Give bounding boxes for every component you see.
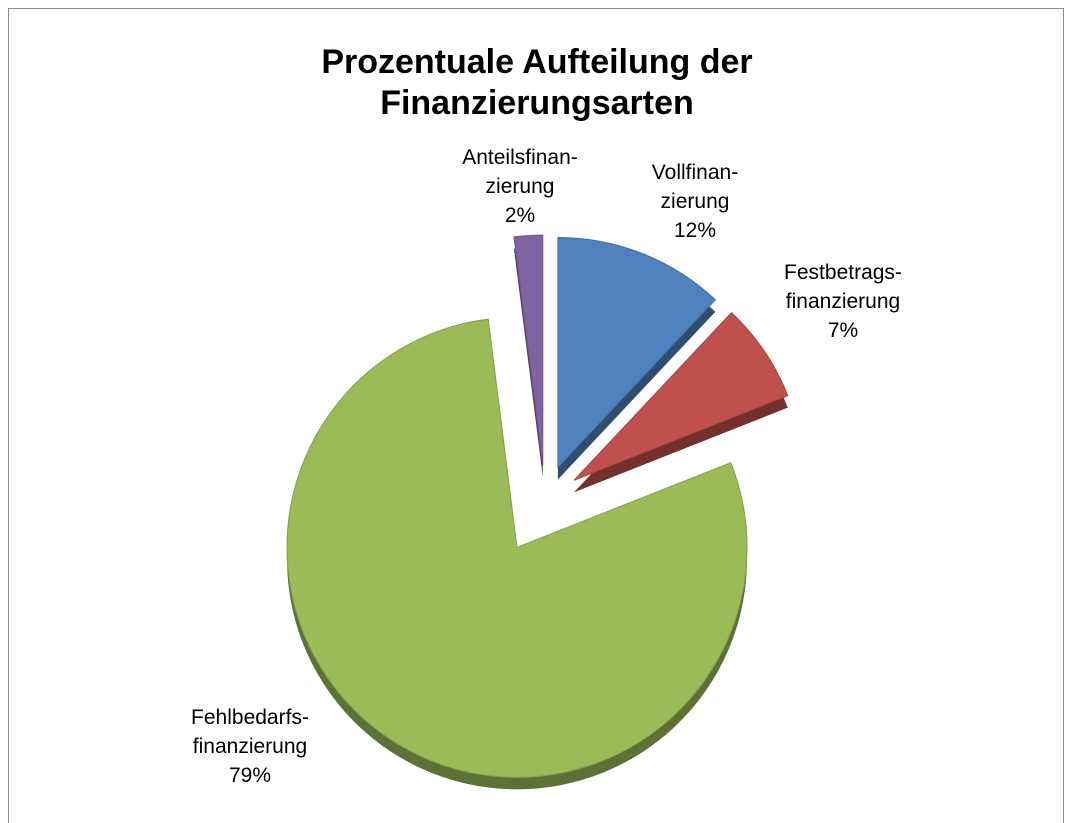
chart-frame [8,8,1064,823]
slice-label: Vollfinan- zierung 12% [585,158,805,245]
category-label: Anteilsfinan- zierung [462,146,578,198]
slice-label: Fehlbedarfs- finanzierung 79% [140,703,360,790]
category-label: Festbetrags- finanzierung [784,261,902,313]
slice [557,236,717,469]
slice [573,311,789,481]
slice-label: Anteilsfinan- zierung 2% [410,143,630,230]
value-label: 2% [504,204,536,227]
chart-title: Prozentuale Aufteilung der Finanzierungs… [321,43,753,122]
category-label: Fehlbedarfs- finanzierung [191,706,309,758]
category-label: Vollfinan- zierung [651,161,739,213]
slice [286,318,748,778]
slice [513,234,544,466]
value-label: 79% [228,764,272,787]
value-label: 12% [673,219,717,242]
value-label: 7% [827,319,859,342]
slice-label: Festbetrags- finanzierung 7% [733,258,953,345]
